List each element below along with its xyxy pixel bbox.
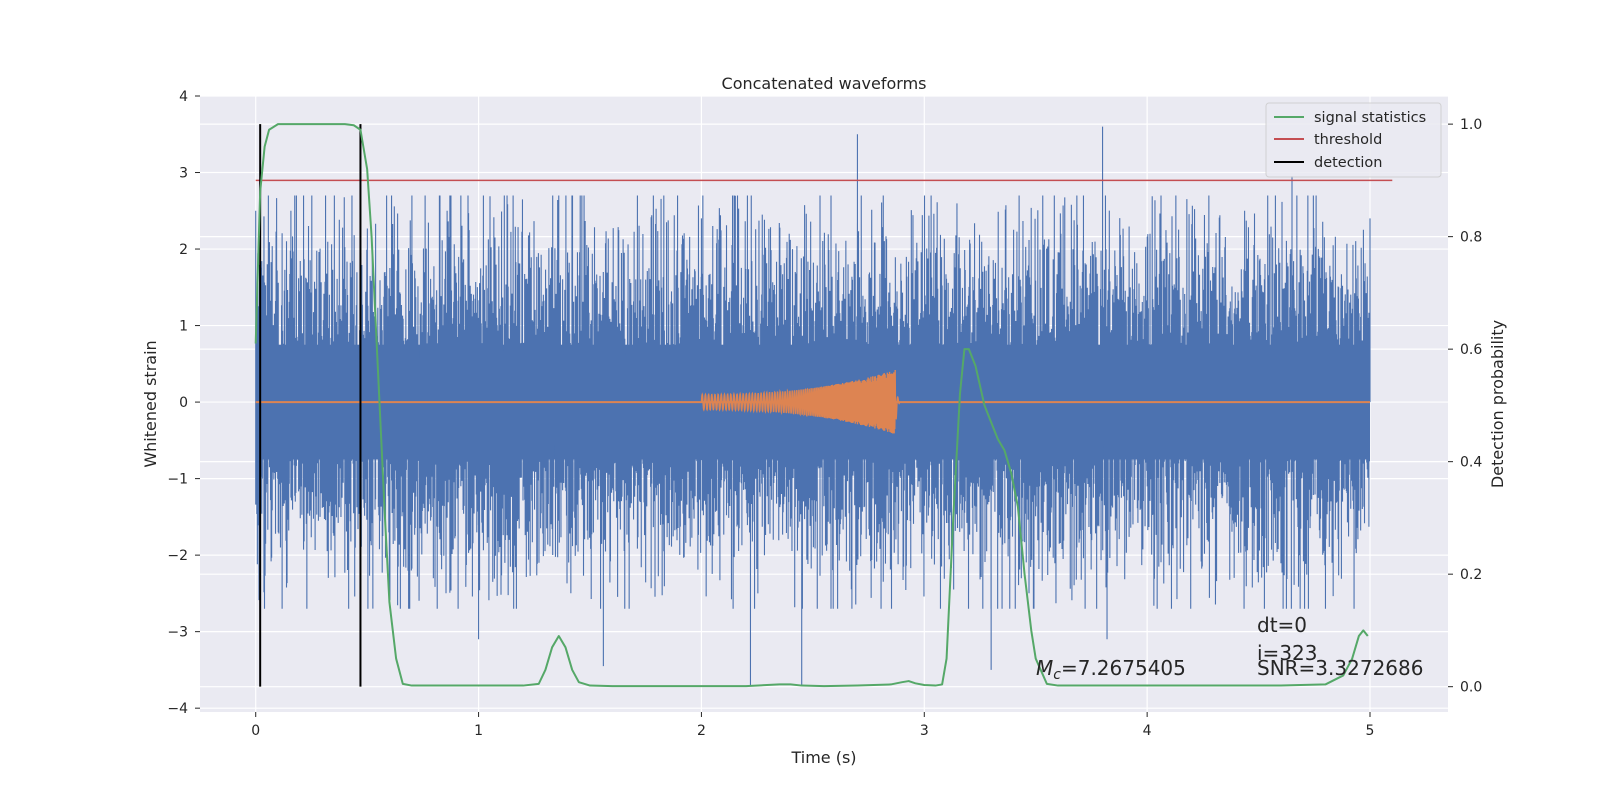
- probability-series: [254, 123, 1393, 688]
- y-tick-label-right: 0.8: [1460, 230, 1482, 246]
- x-axis-label: Time (s): [790, 748, 856, 767]
- signal-statistics-line: [254, 123, 1369, 688]
- annotation-dt: dt=0: [1257, 613, 1307, 637]
- x-tick-label: 0: [251, 723, 260, 739]
- y-tick-label-right: 0.2: [1460, 567, 1482, 583]
- y-tick-label-right: 1.0: [1460, 117, 1482, 133]
- y-tick-label-left: −3: [167, 625, 188, 641]
- legend-label-threshold: threshold: [1314, 132, 1382, 148]
- annotation-snr: SNR=3.3272686: [1257, 656, 1423, 680]
- y-tick-label-left: 1: [179, 319, 188, 335]
- x-tick-label: 2: [697, 723, 706, 739]
- x-tick-label: 5: [1366, 723, 1375, 739]
- y-tick-label-left: 3: [179, 166, 188, 182]
- legend-box: [1265, 102, 1442, 178]
- x-tick-label: 3: [920, 723, 929, 739]
- legend-label-detection: detection: [1314, 155, 1382, 171]
- waveform-trace: [700, 369, 901, 434]
- annotation-chirp-mass: Mc=7.2675405: [1036, 656, 1186, 683]
- y-tick-label-left: −1: [167, 472, 188, 488]
- y-tick-label-left: 4: [179, 89, 188, 105]
- y-tick-label-left: 2: [179, 242, 188, 258]
- x-tick-label: 4: [1143, 723, 1152, 739]
- y-axis-label-left: Whitened strain: [141, 340, 160, 467]
- axes: 0 1 2 3 4 5 −4 −3 −2 −1 0 1 2 3 4 0.0 0.2 0.4 0.6 0.8 1.0: [167, 89, 1482, 739]
- y-tick-label-left: 0: [179, 395, 188, 411]
- y-tick-label-right: 0.6: [1460, 342, 1482, 358]
- y-tick-label-left: −2: [167, 548, 188, 564]
- x-tick-label: 1: [474, 723, 483, 739]
- y-axis-label-right: Detection probability: [1488, 320, 1507, 488]
- legend: signal statistics threshold detection: [1265, 102, 1442, 178]
- y-tick-label-left: −4: [167, 701, 188, 717]
- y-tick-label-right: 0.0: [1460, 680, 1482, 696]
- annotation-index: i=323: [1257, 641, 1318, 665]
- legend-label-signal-statistics: signal statistics: [1314, 110, 1426, 126]
- chart-title: Concatenated waveforms: [722, 74, 927, 93]
- y-tick-label-right: 0.4: [1460, 455, 1482, 471]
- waveform-series: [255, 369, 1370, 434]
